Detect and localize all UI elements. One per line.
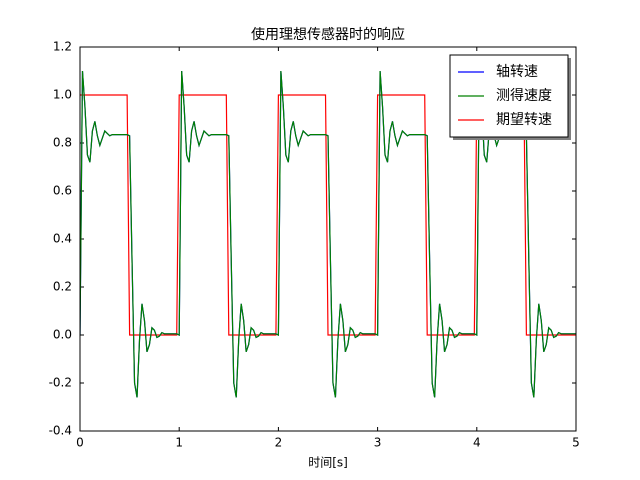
x-tick-label: 5 xyxy=(572,436,580,450)
plot-frame xyxy=(79,46,577,432)
y-tick-label: -0.2 xyxy=(49,376,72,390)
y-tick-label: 0.8 xyxy=(53,136,72,150)
x-tick-label: 1 xyxy=(175,436,183,450)
x-tick-label: 2 xyxy=(275,436,283,450)
x-tick-label: 4 xyxy=(473,436,481,450)
y-tick-label: 0.4 xyxy=(53,232,72,246)
y-tick-label: -0.4 xyxy=(49,424,72,438)
chart-title: 使用理想传感器时的响应 xyxy=(251,26,405,43)
legend-label: 期望转速 xyxy=(496,112,552,128)
legend-label: 轴转速 xyxy=(496,64,538,80)
x-tick-label: 0 xyxy=(76,436,84,450)
legend-label: 测得速度 xyxy=(496,87,552,104)
y-tick-label: 0.6 xyxy=(53,184,72,198)
x-tick-label: 3 xyxy=(374,436,382,450)
y-tick-label: 0.0 xyxy=(53,328,72,342)
y-tick-label: 0.2 xyxy=(53,280,72,294)
x-axis-label: 时间[s] xyxy=(308,456,348,470)
y-tick-label: 1.0 xyxy=(53,88,72,102)
y-tick-label: 1.2 xyxy=(53,40,72,54)
